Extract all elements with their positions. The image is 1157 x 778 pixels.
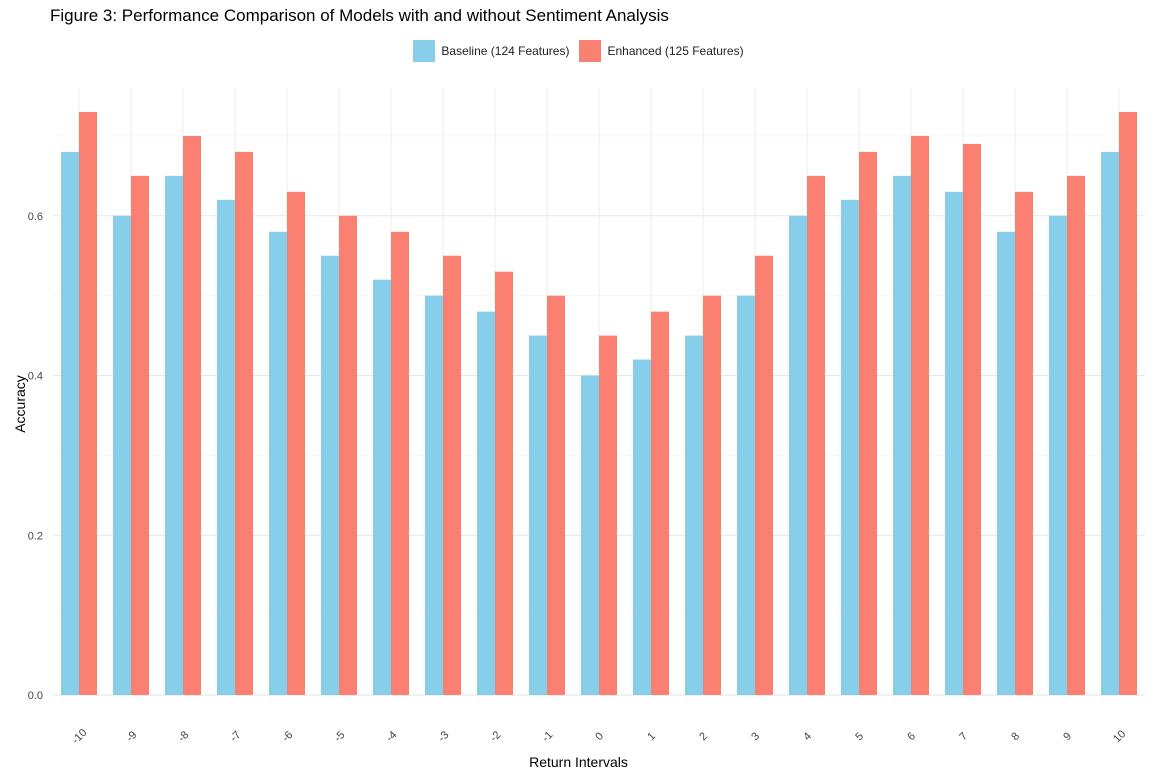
x-tick-label: -6	[280, 729, 295, 744]
bar-enhanced	[547, 295, 565, 695]
bar-enhanced	[1067, 175, 1085, 695]
bar-baseline	[1049, 215, 1067, 695]
x-tick-label: 8	[1009, 730, 1022, 743]
y-tick-label: 0.6	[28, 211, 43, 223]
bar-baseline	[997, 231, 1015, 695]
x-tick-label: -3	[436, 729, 451, 744]
x-tick-label: 5	[853, 730, 866, 743]
y-tick-label: 0.0	[28, 690, 43, 702]
bar-baseline	[893, 175, 911, 695]
bar-baseline	[581, 375, 599, 695]
legend-item-baseline: Baseline (124 Features)	[413, 40, 569, 62]
bar-enhanced	[703, 295, 721, 695]
bar-enhanced	[339, 215, 357, 695]
x-tick-label: 6	[905, 730, 918, 743]
bar-enhanced	[963, 143, 981, 695]
bar-baseline	[633, 359, 651, 695]
bar-baseline	[269, 231, 287, 695]
bar-baseline	[1101, 151, 1119, 696]
bar-baseline	[321, 255, 339, 695]
bar-enhanced	[495, 271, 513, 695]
bar-enhanced	[443, 255, 461, 695]
x-tick-label: 0	[593, 730, 606, 743]
bar-enhanced	[287, 191, 305, 695]
bar-enhanced	[131, 175, 149, 695]
bar-enhanced	[911, 135, 929, 696]
x-axis-title: Return Intervals	[529, 754, 628, 770]
y-axis-title: Accuracy	[12, 375, 28, 433]
bar-baseline	[477, 311, 495, 695]
x-tick-label: 2	[697, 730, 710, 743]
x-tick-label: 4	[801, 730, 814, 743]
x-tick-label: -10	[70, 727, 90, 747]
bar-baseline	[789, 215, 807, 695]
bar-baseline	[685, 335, 703, 695]
legend-swatch-baseline	[413, 40, 436, 62]
bar-enhanced	[859, 151, 877, 696]
legend-swatch-enhanced	[579, 40, 602, 62]
x-tick-label: 1	[645, 730, 658, 743]
legend: Baseline (124 Features) Enhanced (125 Fe…	[0, 40, 1157, 62]
x-tick-label: -9	[124, 729, 139, 744]
bar-baseline	[373, 279, 391, 695]
bar-baseline	[737, 295, 755, 695]
bar-enhanced	[755, 255, 773, 695]
legend-label-baseline: Baseline (124 Features)	[441, 44, 570, 58]
y-tick-label: 0.4	[28, 371, 43, 383]
bar-baseline	[425, 295, 443, 695]
bar-baseline	[529, 335, 547, 695]
bar-baseline	[217, 199, 235, 695]
bar-enhanced	[391, 231, 409, 695]
x-tick-label: -4	[384, 729, 399, 744]
legend-item-enhanced: Enhanced (125 Features)	[579, 40, 744, 62]
x-tick-label: -1	[540, 729, 555, 744]
chart-title: Figure 3: Performance Comparison of Mode…	[50, 6, 669, 25]
bar-baseline	[61, 151, 79, 696]
bar-baseline	[113, 215, 131, 695]
legend-label-enhanced: Enhanced (125 Features)	[607, 44, 744, 58]
y-tick-label: 0.2	[28, 530, 43, 542]
bar-enhanced	[651, 311, 669, 695]
bar-baseline	[841, 199, 859, 695]
bar-enhanced	[1119, 111, 1137, 696]
x-tick-label: -5	[332, 729, 347, 744]
x-tick-label: -7	[228, 729, 243, 744]
bar-enhanced	[599, 335, 617, 695]
bar-baseline	[945, 191, 963, 695]
bar-enhanced	[1015, 191, 1033, 695]
bar-enhanced	[79, 111, 97, 696]
bar-enhanced	[183, 135, 201, 696]
x-tick-label: -8	[176, 729, 191, 744]
x-tick-label: 10	[1111, 728, 1128, 745]
x-tick-label: -2	[488, 729, 503, 744]
bar-baseline	[165, 175, 183, 695]
x-tick-label: 9	[1061, 730, 1074, 743]
x-tick-label: 3	[749, 730, 762, 743]
x-tick-label: 7	[957, 730, 970, 743]
bar-enhanced	[807, 175, 825, 695]
bar-enhanced	[235, 151, 253, 696]
